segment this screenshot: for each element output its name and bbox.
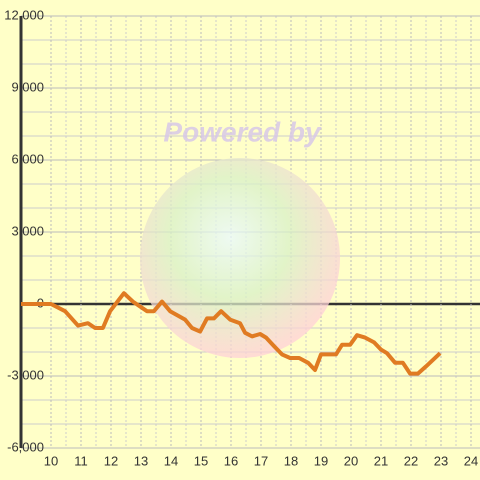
x-tick-label: 20 xyxy=(344,453,358,468)
x-tick-label: 10 xyxy=(44,453,58,468)
x-tick-label: 16 xyxy=(224,453,238,468)
x-tick-label: 22 xyxy=(404,453,418,468)
y-tick-label: 12,000 xyxy=(4,7,44,22)
x-tick-label: 18 xyxy=(284,453,298,468)
x-tick-label: 19 xyxy=(314,453,328,468)
x-tick-label: 15 xyxy=(194,453,208,468)
x-tick-label: 23 xyxy=(434,453,448,468)
grid xyxy=(21,15,480,449)
x-tick-label: 24 xyxy=(464,453,478,468)
watermark-logo xyxy=(140,158,340,358)
x-tick-label: 17 xyxy=(254,453,268,468)
x-tick-label: 21 xyxy=(374,453,388,468)
x-tick-label: 13 xyxy=(134,453,148,468)
y-tick-label: -6,000 xyxy=(7,439,44,454)
line xyxy=(21,291,442,376)
y-tick-label: 6,000 xyxy=(11,151,44,166)
watermark-text: Powered by xyxy=(163,116,322,147)
y-tick-label: -3,000 xyxy=(7,367,44,382)
x-tick-label: 11 xyxy=(74,453,88,468)
y-tick-label: 3,000 xyxy=(11,223,44,238)
x-tick-label: 14 xyxy=(164,453,178,468)
x-tick-label: 12 xyxy=(104,453,118,468)
y-tick-label: 9,000 xyxy=(11,79,44,94)
